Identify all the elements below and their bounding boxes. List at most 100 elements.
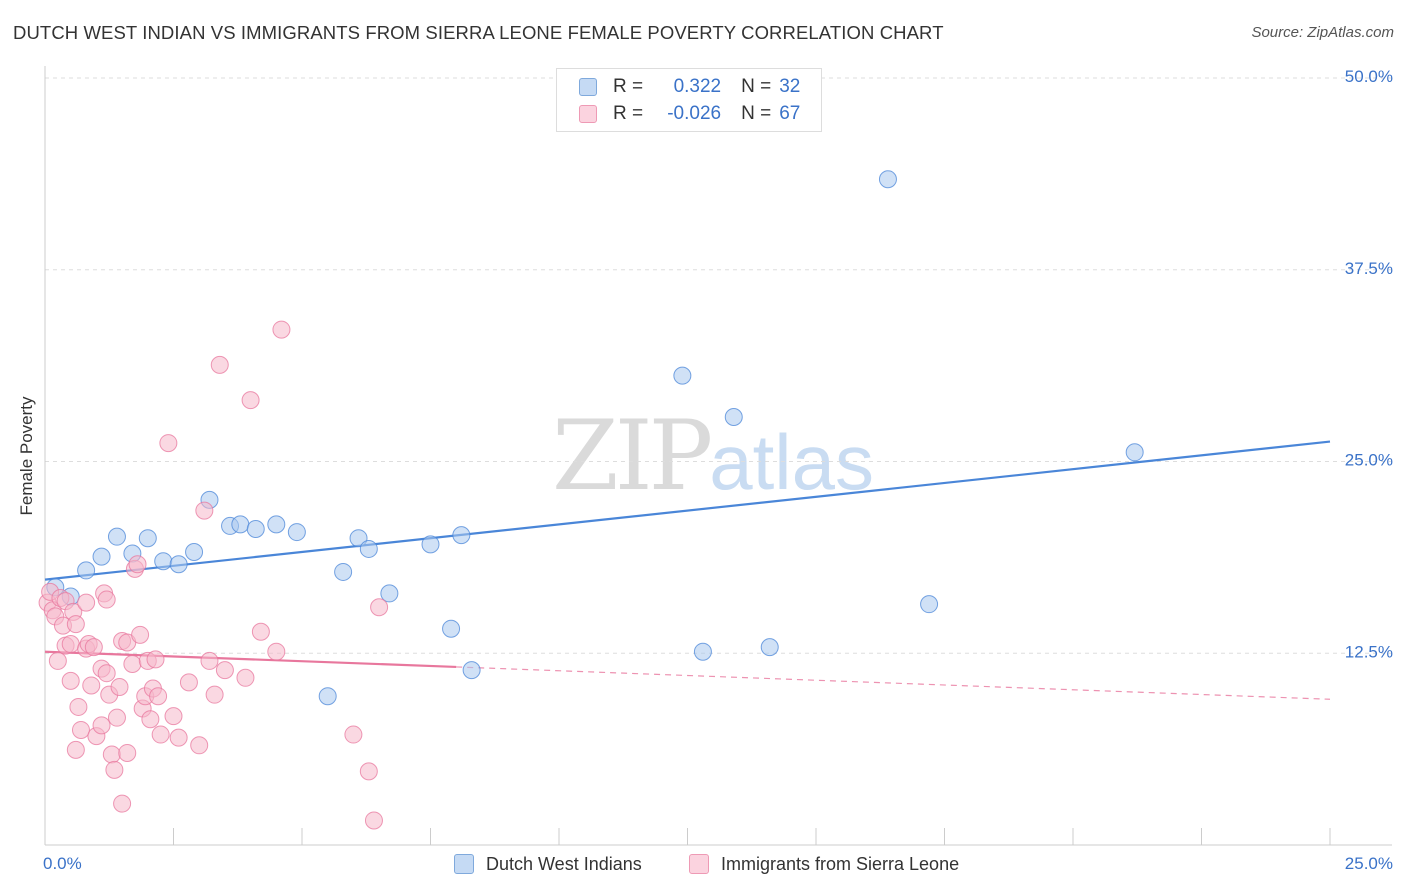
point-dutch-west-indians: [1125, 443, 1144, 462]
point-sierra-leone: [82, 676, 101, 695]
legend-r-label: R =: [613, 76, 644, 97]
point-sierra-leone: [344, 725, 363, 744]
point-sierra-leone: [123, 654, 142, 673]
point-sierra-leone: [159, 434, 178, 453]
point-dutch-west-indians: [693, 642, 712, 661]
point-sierra-leone: [364, 811, 383, 830]
point-sierra-leone: [118, 743, 137, 762]
point-dutch-west-indians: [359, 539, 378, 558]
bottom-legend-swatch-pink: [689, 854, 709, 874]
point-dutch-west-indians: [185, 543, 204, 562]
chart-title: DUTCH WEST INDIAN VS IMMIGRANTS FROM SIE…: [13, 22, 944, 43]
bottom-legend-sierra-leone: Immigrants from Sierra Leone: [689, 852, 959, 876]
point-sierra-leone: [251, 622, 270, 641]
point-dutch-west-indians: [724, 408, 743, 427]
tick-labels: 12.5% 25.0% 37.5% 50.0% 0.0% 25.0%: [43, 67, 1393, 873]
point-sierra-leone: [48, 651, 67, 670]
point-sierra-leone: [105, 760, 124, 779]
point-dutch-west-indians: [421, 535, 440, 554]
point-dutch-west-indians: [334, 562, 353, 581]
point-dutch-west-indians: [380, 584, 399, 603]
y-tick-label: 25.0%: [1345, 451, 1393, 470]
point-dutch-west-indians: [878, 170, 897, 189]
bottom-legend-label: Dutch West Indians: [486, 853, 642, 874]
point-sierra-leone: [92, 716, 111, 735]
point-sierra-leone: [107, 708, 126, 727]
point-sierra-leone: [84, 638, 103, 657]
legend-n-value: 32: [779, 76, 801, 97]
point-dutch-west-indians: [246, 519, 265, 538]
point-dutch-west-indians: [231, 515, 250, 534]
legend-row-sierra-leone: R = -0.026 N = 67: [579, 103, 800, 125]
point-sierra-leone: [169, 728, 188, 747]
point-sierra-leone: [151, 725, 170, 744]
x-tick-label-max: 25.0%: [1345, 854, 1393, 873]
point-dutch-west-indians: [673, 366, 692, 385]
point-sierra-leone: [236, 668, 255, 687]
point-dutch-west-indians: [92, 547, 111, 566]
point-sierra-leone: [205, 685, 224, 704]
legend-n-label: N =: [741, 103, 772, 124]
legend-r-label: R =: [613, 103, 644, 124]
point-sierra-leone: [179, 673, 198, 692]
point-dutch-west-indians: [760, 638, 779, 657]
point-sierra-leone: [215, 661, 234, 680]
point-sierra-leone: [66, 740, 85, 759]
point-sierra-leone: [190, 736, 209, 755]
point-sierra-leone: [241, 391, 260, 410]
grid-lines: [45, 77, 1392, 654]
point-dutch-west-indians: [287, 523, 306, 542]
trend-line-sierra-leone-extension: [456, 666, 1331, 700]
point-sierra-leone: [149, 687, 168, 706]
legend-swatch-blue: [579, 78, 597, 96]
legend-r-value: 0.322: [673, 76, 722, 97]
bottom-legend-dutch-west-indians: Dutch West Indians: [454, 852, 642, 876]
point-sierra-leone: [77, 593, 96, 612]
point-dutch-west-indians: [138, 529, 157, 548]
point-sierra-leone: [359, 762, 378, 781]
point-dutch-west-indians: [77, 561, 96, 580]
point-dutch-west-indians: [267, 515, 286, 534]
point-dutch-west-indians: [318, 687, 337, 706]
correlation-legend: R = 0.322 N = 32 R = -0.026 N = 67: [556, 68, 822, 132]
point-dutch-west-indians: [107, 527, 126, 546]
trend-lines: [44, 440, 1331, 700]
legend-swatch-pink: [579, 105, 597, 123]
point-dutch-west-indians: [442, 619, 461, 638]
point-dutch-west-indians: [154, 552, 173, 571]
x-tick-label-min: 0.0%: [43, 854, 82, 873]
point-sierra-leone: [164, 707, 183, 726]
point-sierra-leone: [97, 590, 116, 609]
point-sierra-leone: [61, 671, 80, 690]
point-sierra-leone: [267, 642, 286, 661]
bottom-legend-swatch-blue: [454, 854, 474, 874]
point-dutch-west-indians: [462, 661, 481, 680]
legend-n-value: 67: [779, 103, 801, 124]
source-label: Source: ZipAtlas.com: [1251, 24, 1394, 41]
data-points: [38, 170, 1144, 830]
bottom-legend-label: Immigrants from Sierra Leone: [721, 853, 960, 874]
legend-row-dutch-west-indians: R = 0.322 N = 32: [579, 76, 800, 98]
point-sierra-leone: [110, 677, 129, 696]
point-sierra-leone: [200, 651, 219, 670]
point-sierra-leone: [195, 501, 214, 520]
point-sierra-leone: [97, 664, 116, 683]
y-tick-label: 50.0%: [1345, 67, 1393, 86]
point-sierra-leone: [66, 615, 85, 634]
point-sierra-leone: [131, 625, 150, 644]
point-sierra-leone: [210, 355, 229, 374]
axes: [44, 66, 1392, 846]
point-sierra-leone: [113, 794, 132, 813]
legend-r-value: -0.026: [667, 103, 722, 124]
point-sierra-leone: [370, 598, 389, 617]
point-dutch-west-indians: [169, 555, 188, 574]
trend-line-sierra-leone: [44, 650, 457, 669]
y-tick-label: 37.5%: [1345, 259, 1393, 278]
point-sierra-leone: [102, 745, 121, 764]
point-sierra-leone: [69, 697, 88, 716]
point-sierra-leone: [141, 710, 160, 729]
point-dutch-west-indians: [920, 595, 939, 614]
point-sierra-leone: [146, 650, 165, 669]
y-tick-label: 12.5%: [1345, 642, 1393, 661]
